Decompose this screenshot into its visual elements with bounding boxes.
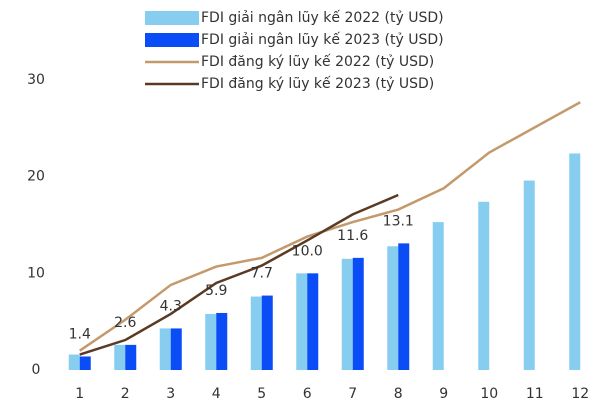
x-tick-label: 8 xyxy=(394,386,403,402)
bar xyxy=(114,344,126,370)
data-label: 5.9 xyxy=(205,283,227,299)
line xyxy=(79,193,399,356)
data-label: 10.0 xyxy=(292,243,323,259)
data-label: 2.6 xyxy=(114,315,136,331)
bar xyxy=(68,354,80,370)
y-tick-label: 0 xyxy=(32,362,41,378)
x-tick-label: 9 xyxy=(439,386,448,402)
x-tick-label: 7 xyxy=(348,386,357,402)
bar xyxy=(79,356,91,370)
legend-swatch xyxy=(145,11,199,25)
bar xyxy=(341,258,353,370)
legend-label: FDI đăng ký lũy kế 2023 (tỷ USD) xyxy=(201,75,434,92)
x-tick-label: 10 xyxy=(480,386,498,402)
x-tick-label: 3 xyxy=(166,386,175,402)
bar xyxy=(125,344,137,370)
data-label: 1.4 xyxy=(69,326,91,342)
x-tick-label: 2 xyxy=(121,386,130,402)
data-label: 7.7 xyxy=(251,266,273,282)
bar xyxy=(398,243,410,370)
data-label: 4.3 xyxy=(160,298,182,314)
x-tick-label: 12 xyxy=(571,386,589,402)
x-tick-label: 11 xyxy=(526,386,544,402)
bar xyxy=(250,296,262,370)
bar xyxy=(216,312,228,370)
bar xyxy=(307,273,319,370)
bar xyxy=(352,257,364,370)
legend-swatch xyxy=(145,33,199,47)
bar xyxy=(170,328,182,370)
bar xyxy=(387,246,399,370)
y-tick-label: 10 xyxy=(27,265,45,281)
x-tick-label: 1 xyxy=(75,386,84,402)
y-tick-label: 20 xyxy=(27,169,45,185)
legend-label: FDI giải ngân lũy kế 2022 (tỷ USD) xyxy=(201,9,444,26)
bar xyxy=(432,222,444,370)
x-tick-label: 5 xyxy=(257,386,266,402)
bar xyxy=(296,273,308,370)
x-tick-label: 6 xyxy=(303,386,312,402)
legend-label: FDI đăng ký lũy kế 2022 (tỷ USD) xyxy=(201,53,434,70)
y-tick-label: 30 xyxy=(27,72,45,88)
legend-label: FDI giải ngân lũy kế 2023 (tỷ USD) xyxy=(201,31,444,48)
data-label: 11.6 xyxy=(337,228,368,244)
line xyxy=(79,101,581,352)
bar xyxy=(261,295,273,370)
bar xyxy=(478,201,490,370)
bar xyxy=(205,313,217,370)
bar xyxy=(159,328,171,370)
bar xyxy=(523,180,535,370)
x-tick-label: 4 xyxy=(212,386,221,402)
data-label: 13.1 xyxy=(383,213,414,229)
bar xyxy=(569,153,581,370)
